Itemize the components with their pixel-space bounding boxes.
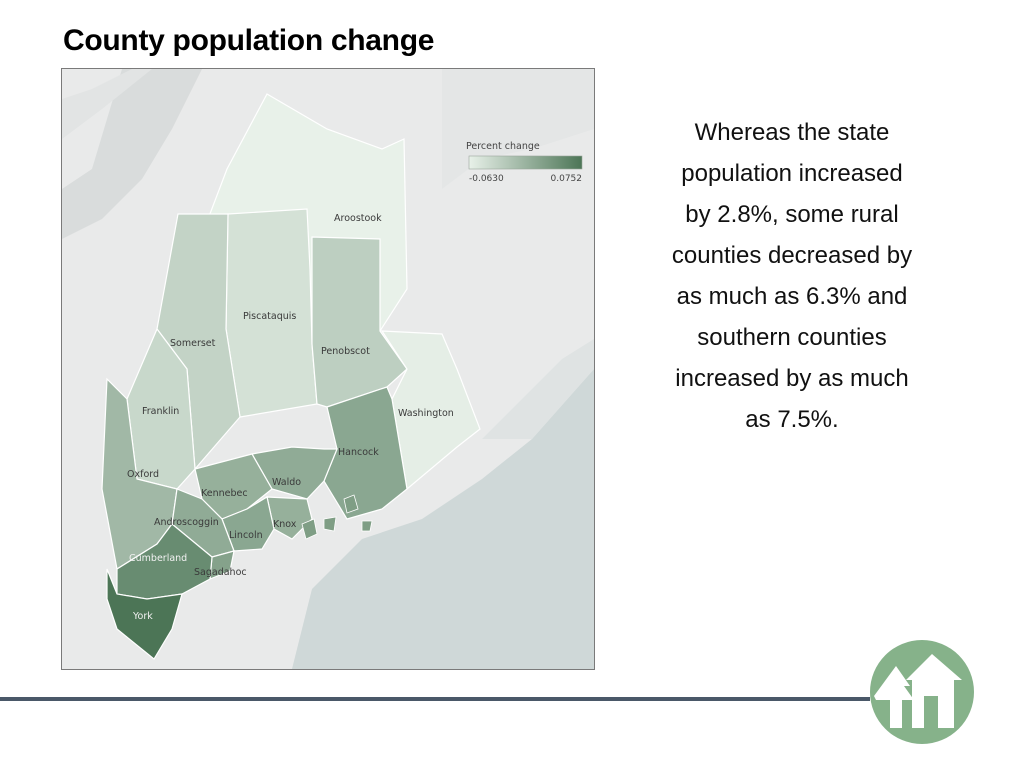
islands [301,494,373,540]
coast-shape [482,339,594,439]
county-label-cumberland: Cumberland [129,553,187,564]
map-canvas[interactable]: Aroostook Piscataquis Somerset Penobscot… [62,69,594,669]
lake-shape [62,69,202,239]
county-york[interactable] [106,568,183,660]
county-washington[interactable] [380,330,481,491]
county-label-aroostook: Aroostook [334,213,382,224]
land-shape [62,69,152,139]
county-label-washington: Washington [398,408,454,419]
county-label-kennebec: Kennebec [201,488,248,499]
county-label-piscataquis: Piscataquis [243,311,296,322]
summary-text: Whereas the state population increased b… [671,119,913,433]
island-shape [343,494,359,514]
county-labels: Aroostook Piscataquis Somerset Penobscot… [127,213,454,622]
county-layer [101,93,481,660]
legend-min-label: -0.0630 [469,174,504,184]
ocean-shape [292,369,594,669]
county-label-somerset: Somerset [170,338,216,349]
county-label-york: York [132,611,153,622]
county-label-penobscot: Penobscot [321,346,370,357]
color-legend: Percent change -0.0630 0.0752 [466,141,583,184]
county-label-oxford: Oxford [127,469,159,480]
island-shape [301,518,318,540]
county-label-hancock: Hancock [338,447,379,458]
choropleth-map[interactable]: Aroostook Piscataquis Somerset Penobscot… [61,68,595,670]
county-label-lincoln: Lincoln [229,530,263,541]
county-label-sagadahoc: Sagadahoc [194,567,247,578]
island-shape [323,516,337,532]
county-label-androscoggin: Androscoggin [154,517,219,528]
county-label-franklin: Franklin [142,406,179,417]
house-trees-logo-icon [862,636,982,749]
county-label-knox: Knox [273,519,297,530]
legend-title: Percent change [466,141,540,152]
slide-title: County population change [63,24,435,57]
county-waldo[interactable] [251,446,338,500]
footer-divider [0,697,870,701]
legend-max-label: 0.0752 [551,174,583,184]
legend-gradient-bar [468,155,583,170]
island-shape [361,520,373,532]
county-label-waldo: Waldo [272,477,301,488]
